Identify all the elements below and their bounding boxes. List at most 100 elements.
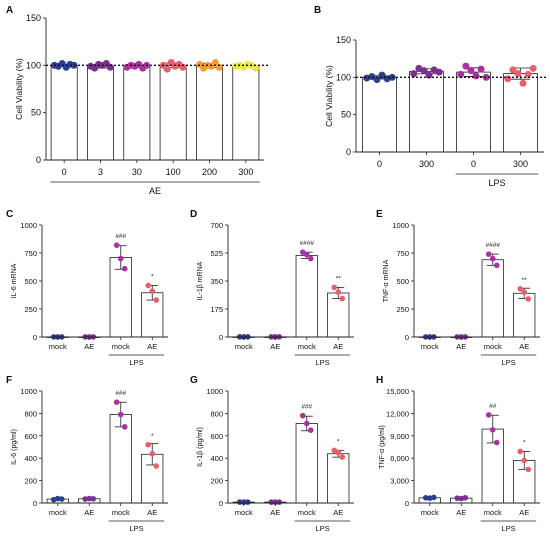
data-point [106, 63, 114, 71]
bar [87, 65, 114, 161]
group-label: LPS [315, 524, 329, 533]
data-point [422, 494, 429, 501]
y-tick-label: 200 [24, 477, 37, 486]
x-tick-label: mock [484, 508, 502, 517]
y-tick-label: 0 [219, 499, 223, 508]
data-point [525, 466, 532, 473]
data-point [121, 424, 128, 430]
panel-letter: G [190, 375, 198, 386]
y-tick-label: 600 [210, 432, 223, 441]
group-label: LPS [488, 178, 505, 188]
x-tick-label: AE [333, 342, 343, 351]
panel-letter: H [376, 375, 383, 386]
x-tick-label: mock [235, 508, 253, 517]
x-tick-label: mock [112, 342, 130, 351]
x-tick-label: mock [484, 342, 502, 351]
x-tick-label: mock [112, 508, 130, 517]
data-point [425, 71, 433, 79]
y-tick-label: 0 [33, 499, 37, 508]
y-axis-label: TNF-α (pg/ml) [379, 425, 386, 469]
significance-label: ## [489, 403, 497, 410]
panel-b: B 0 300 0 300 0 50 100 150 Cell Viability (%) LPS [314, 5, 548, 188]
x-tick-label: 0 [377, 159, 382, 169]
y-tick-label: 3,000 [390, 477, 409, 486]
data-point [529, 64, 537, 72]
data-point [113, 242, 120, 248]
data-point [477, 65, 485, 73]
data-point [117, 411, 124, 418]
x-tick-label: 200 [202, 167, 217, 177]
data-point [521, 289, 528, 296]
x-tick-label: mock [49, 508, 67, 517]
y-axis-label: TNF-α mRNA [383, 259, 390, 302]
bar [159, 64, 187, 161]
y-tick-label: 1000 [206, 387, 223, 396]
group-label: AE [149, 186, 161, 196]
x-tick-label: AE [147, 508, 157, 517]
y-axis-label: IL-6 mRNA [11, 263, 18, 298]
data-point [519, 79, 527, 87]
data-point [493, 439, 500, 446]
data-point [525, 296, 532, 302]
x-tick-label: 0 [471, 159, 476, 169]
data-point [514, 70, 522, 78]
y-tick-label: 500 [24, 277, 37, 286]
y-tick-label: 600 [24, 432, 37, 441]
significance-label: ### [115, 390, 126, 397]
x-tick-label: AE [519, 342, 529, 351]
y-axis-label: Cell Viability (%) [14, 58, 24, 120]
x-tick-label: 100 [166, 167, 181, 177]
data-point [435, 68, 443, 76]
x-tick-label: AE [270, 508, 280, 517]
x-tick-label: mock [49, 342, 67, 351]
y-tick-label: 9,000 [390, 432, 409, 441]
bar [196, 64, 223, 161]
panel-letter: E [376, 209, 383, 220]
x-tick-label: 3 [98, 167, 103, 177]
data-point [467, 67, 475, 75]
group-label: LPS [501, 358, 515, 367]
significance-label: #### [486, 242, 501, 249]
data-point [272, 499, 279, 505]
x-tick-label: AE [333, 508, 343, 517]
data-point [153, 463, 160, 469]
x-tick-label: 30 [132, 167, 142, 177]
data-point [58, 496, 65, 502]
y-tick-label: 100 [336, 72, 351, 82]
data-point [493, 262, 500, 269]
data-point [276, 499, 283, 505]
y-tick-label: 700 [210, 221, 223, 230]
y-tick-label: 0 [33, 333, 37, 342]
y-tick-label: 500 [396, 277, 409, 286]
data-point [240, 499, 247, 505]
data-point [517, 286, 524, 292]
x-tick-label: AE [456, 508, 466, 517]
data-point [70, 61, 78, 69]
data-point [149, 288, 156, 294]
data-point [307, 255, 314, 262]
y-tick-label: 150 [336, 35, 351, 45]
data-point [149, 450, 156, 457]
data-point [430, 494, 437, 501]
x-tick-label: AE [456, 342, 466, 351]
y-tick-label: 1000 [392, 221, 409, 230]
bar [513, 292, 536, 338]
bar [109, 414, 132, 504]
data-point [482, 73, 490, 81]
data-point [113, 399, 120, 406]
significance-label: * [151, 433, 154, 440]
y-axis-label: IL-6 (pg/ml) [11, 429, 18, 465]
x-tick-label: AE [84, 342, 94, 351]
data-point [121, 265, 128, 272]
bar [456, 71, 491, 153]
data-point [462, 494, 469, 501]
significance-label: #### [300, 240, 315, 247]
data-point [335, 449, 342, 456]
data-point [163, 65, 171, 73]
data-point [303, 420, 310, 427]
bar [362, 76, 397, 153]
